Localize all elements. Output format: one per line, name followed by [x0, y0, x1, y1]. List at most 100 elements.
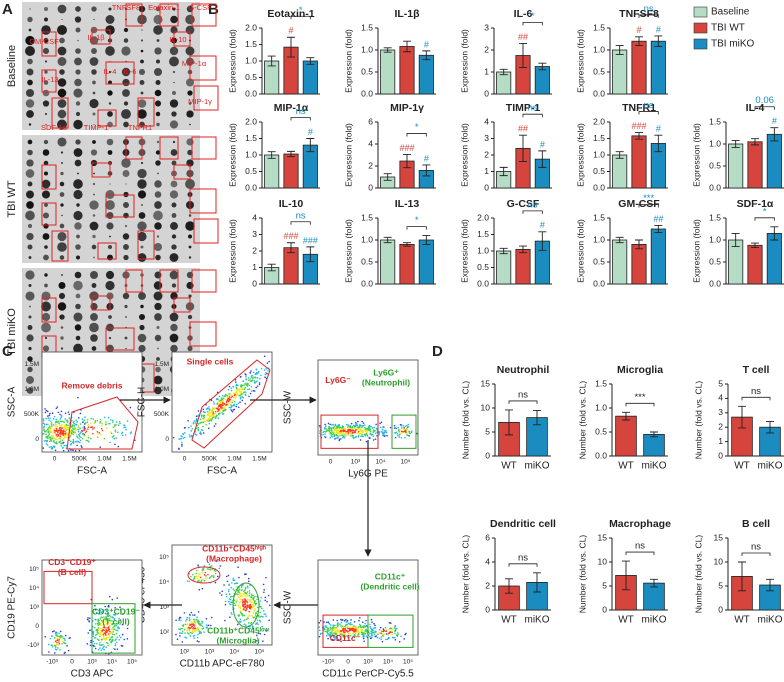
flow-event [52, 424, 55, 426]
flow-event [102, 647, 104, 650]
flow-event [201, 620, 203, 623]
chart-title: TNFR1 [622, 102, 656, 114]
flow-y-tick-label: 0 [165, 436, 169, 443]
flow-event [200, 428, 203, 431]
blot-dot [92, 91, 96, 95]
flow-event [361, 621, 364, 623]
flow-event [353, 620, 356, 623]
flow-event [111, 623, 113, 626]
significance-mark: # [540, 139, 545, 149]
flow-event [351, 434, 354, 437]
y-tick-label: 0 [252, 278, 257, 288]
flow-event [233, 579, 236, 582]
flow-event [264, 373, 267, 376]
blot-dot [155, 366, 161, 373]
flow-event [249, 627, 251, 630]
flow-event [113, 425, 116, 427]
flow-event [64, 430, 66, 433]
flow-event [379, 632, 381, 634]
flow-event [178, 438, 181, 440]
blot-dot [26, 232, 34, 241]
flow-event [400, 425, 403, 427]
flow-event [260, 596, 263, 599]
significance-bracket [625, 551, 655, 556]
flow-event [344, 627, 346, 630]
flow-event [189, 614, 192, 617]
flow-event [106, 620, 108, 623]
flow-y-tick-label: 10⁵ [159, 554, 169, 561]
blot-dot [139, 80, 145, 85]
flow-event [197, 579, 199, 582]
flow-event [359, 439, 362, 441]
flow-event [224, 600, 227, 603]
flow-event [93, 427, 95, 429]
flow-event [226, 580, 229, 583]
flow-event [399, 432, 402, 435]
y-tick-label: 5 [718, 378, 723, 388]
flow-event [253, 376, 255, 378]
chart-title: IL-10 [279, 198, 304, 210]
flow-event [329, 631, 332, 634]
flow-event [77, 430, 80, 433]
flow-event [84, 431, 87, 434]
flow-event [54, 432, 56, 434]
flow-event [194, 575, 196, 578]
blot-box [105, 327, 135, 351]
flow-event [209, 576, 212, 578]
flow-event [213, 408, 215, 411]
y-tick-label: 2 [718, 421, 723, 431]
flow-event [68, 413, 71, 416]
flow-event [239, 606, 242, 608]
flow-event [224, 603, 227, 606]
flow-event [259, 632, 262, 635]
flow-event [393, 636, 396, 639]
significance-mark: * [299, 5, 303, 16]
flow-event [245, 374, 247, 376]
flow-event [263, 633, 266, 636]
error-bar [519, 42, 527, 69]
flow-event [219, 410, 221, 412]
flow-event [111, 419, 114, 422]
flow-event [319, 619, 322, 622]
flow-event [51, 646, 54, 648]
flow-event [240, 391, 243, 393]
flow-event [53, 415, 56, 418]
flow-event [236, 623, 239, 626]
flow-event [264, 613, 267, 615]
flow-event [52, 436, 55, 438]
flow-event [116, 597, 119, 599]
flow-event [178, 628, 180, 630]
flow-x-tick-label: 10³ [87, 659, 97, 666]
flow-y-tick-label: 10⁴ [159, 579, 169, 586]
flow-x-tick-label: 10⁴ [107, 659, 117, 666]
flow-event [188, 580, 191, 583]
flow-event [195, 575, 198, 577]
error-bar [635, 36, 643, 47]
blot-dot [43, 160, 49, 166]
blot-dot [25, 169, 35, 178]
flow-event [253, 609, 255, 612]
flow-event [393, 627, 396, 629]
flow-y-tick-label: 10³ [160, 604, 170, 611]
flow-event [340, 428, 342, 431]
flow-event [228, 598, 231, 600]
flow-event [115, 638, 117, 640]
flow-event [239, 618, 242, 620]
flow-event [259, 621, 261, 623]
flow-event [225, 593, 228, 595]
flow-event [42, 447, 45, 449]
flow-event [256, 377, 259, 379]
bar [612, 49, 628, 95]
blot-dot [92, 182, 96, 186]
flow-event [72, 438, 75, 441]
blot-dot [171, 213, 177, 218]
blot-dot [75, 27, 81, 33]
flow-event [192, 421, 195, 424]
flow-event [184, 632, 186, 634]
blot-dot [124, 304, 128, 309]
error-bar [533, 572, 541, 593]
flow-event [342, 632, 344, 635]
flow-event [353, 630, 356, 633]
flow-event [223, 406, 226, 408]
flow-event [370, 627, 372, 630]
